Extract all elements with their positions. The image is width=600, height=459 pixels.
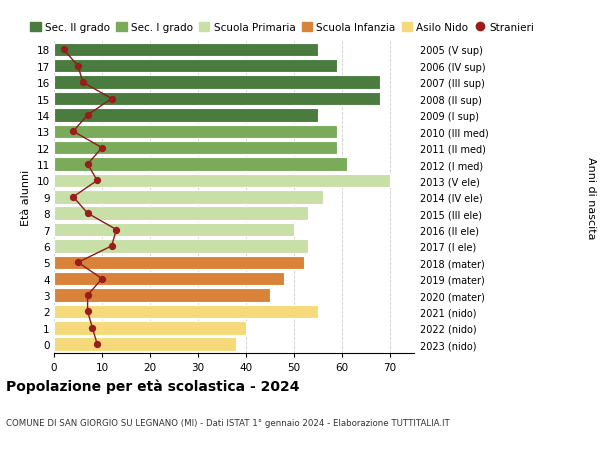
Point <box>83 210 92 218</box>
Bar <box>54 93 380 106</box>
Point <box>83 308 92 315</box>
Bar <box>54 190 323 204</box>
Point <box>92 177 102 185</box>
Point <box>68 194 78 201</box>
Bar <box>54 289 270 302</box>
Text: Popolazione per età scolastica - 2024: Popolazione per età scolastica - 2024 <box>6 379 299 393</box>
Bar <box>54 338 236 351</box>
Bar <box>54 272 284 286</box>
Point <box>73 259 83 266</box>
Text: COMUNE DI SAN GIORGIO SU LEGNANO (MI) - Dati ISTAT 1° gennaio 2024 - Elaborazion: COMUNE DI SAN GIORGIO SU LEGNANO (MI) - … <box>6 418 450 427</box>
Y-axis label: Età alunni: Età alunni <box>21 169 31 225</box>
Bar <box>54 125 337 139</box>
Point <box>73 63 83 70</box>
Bar <box>54 60 337 73</box>
Point <box>97 275 107 283</box>
Legend: Sec. II grado, Sec. I grado, Scuola Primaria, Scuola Infanzia, Asilo Nido, Stran: Sec. II grado, Sec. I grado, Scuola Prim… <box>31 23 534 33</box>
Bar <box>54 174 390 188</box>
Point <box>68 129 78 136</box>
Point <box>83 112 92 119</box>
Bar <box>54 109 318 123</box>
Bar <box>54 240 308 253</box>
Bar <box>54 321 246 335</box>
Bar <box>54 256 304 269</box>
Point <box>88 325 97 332</box>
Point <box>107 95 116 103</box>
Point <box>59 47 68 54</box>
Bar <box>54 305 318 319</box>
Point <box>78 79 88 87</box>
Point <box>92 341 102 348</box>
Bar <box>54 76 380 90</box>
Bar <box>54 158 347 171</box>
Point <box>83 292 92 299</box>
Point <box>112 226 121 234</box>
Point <box>83 161 92 168</box>
Bar <box>54 142 337 155</box>
Point <box>107 243 116 250</box>
Point <box>97 145 107 152</box>
Bar <box>54 207 308 220</box>
Bar <box>54 44 318 57</box>
Bar <box>54 224 294 237</box>
Text: Anni di nascita: Anni di nascita <box>586 156 596 239</box>
